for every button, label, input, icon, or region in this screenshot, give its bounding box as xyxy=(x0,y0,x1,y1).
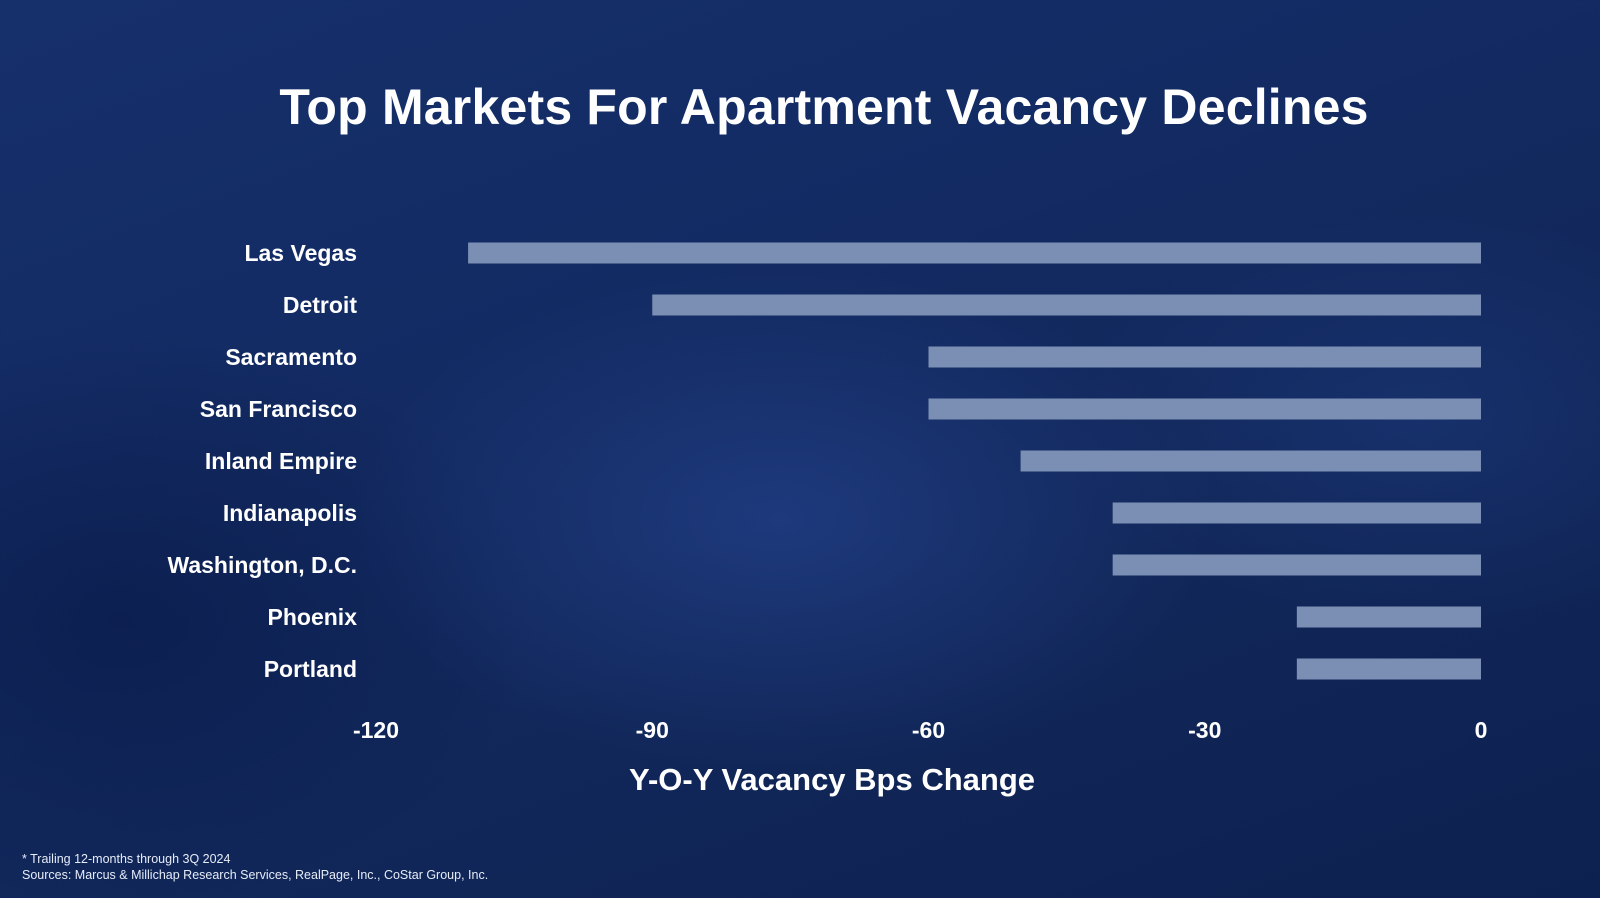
category-label: Portland xyxy=(264,656,357,682)
category-label: Sacramento xyxy=(225,344,357,370)
bar-san-francisco xyxy=(928,398,1481,420)
x-tick-label: -120 xyxy=(353,717,399,743)
category-label: Inland Empire xyxy=(205,448,357,474)
category-labels-group: Las Vegas Detroit Sacramento San Francisco I… xyxy=(167,240,357,682)
x-tick-label: -90 xyxy=(636,717,669,743)
x-tick-label: -60 xyxy=(912,717,945,743)
category-label: Phoenix xyxy=(268,604,358,630)
bar-sacramento xyxy=(928,346,1481,368)
category-label: Washington, D.C. xyxy=(167,552,357,578)
category-label: Detroit xyxy=(283,292,357,318)
chart-title: Top Markets For Apartment Vacancy Declin… xyxy=(279,79,1369,135)
x-tick-label: 0 xyxy=(1475,717,1488,743)
footnote-trailing: * Trailing 12-months through 3Q 2024 xyxy=(22,852,231,866)
bar-detroit xyxy=(652,294,1481,316)
bar-indianapolis xyxy=(1112,502,1481,524)
category-label: San Francisco xyxy=(200,396,357,422)
bars-group xyxy=(468,242,1481,680)
category-label: Indianapolis xyxy=(223,500,357,526)
bar-washington-d-c xyxy=(1112,554,1481,576)
bar-inland-empire xyxy=(1020,450,1481,472)
footnote-sources: Sources: Marcus & Millichap Research Ser… xyxy=(22,868,489,882)
x-tick-label: -30 xyxy=(1188,717,1221,743)
x-tick-labels-group: -120 -90 -60 -30 0 xyxy=(353,717,1487,743)
x-axis-label: Y-O-Y Vacancy Bps Change xyxy=(629,762,1035,797)
bar-las-vegas xyxy=(468,242,1481,264)
bar-portland xyxy=(1296,658,1481,680)
bar-phoenix xyxy=(1296,606,1481,628)
category-label: Las Vegas xyxy=(244,240,357,266)
